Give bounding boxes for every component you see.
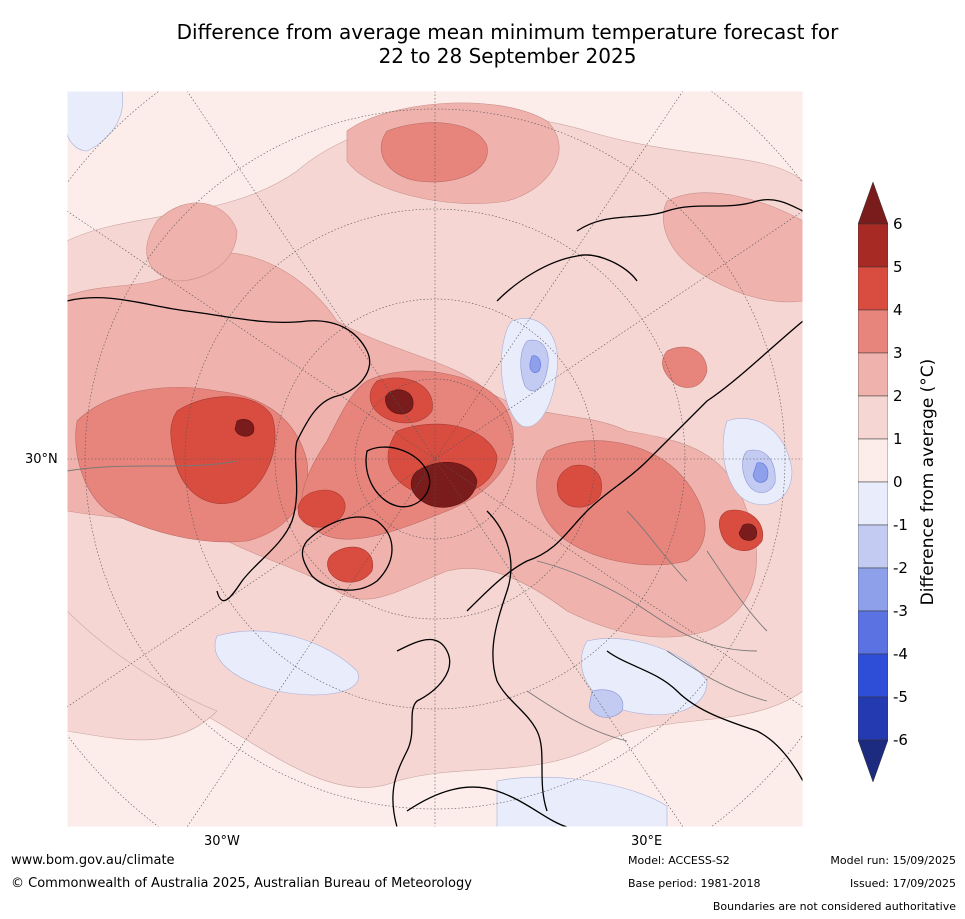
colorbar-segment [857,395,889,440]
colorbar-svg [857,181,889,783]
colorbar-tick-label: -2 [893,559,908,577]
footer-website[interactable]: www.bom.gov.au/climate [11,853,175,868]
colorbar-segment [857,696,889,741]
title-line-1: Difference from average mean minimum tem… [176,20,839,44]
coastlines [67,199,803,827]
footer-issued: Issued: 17/09/2025 [849,877,956,890]
lon-label-30w: 30°W [204,834,240,849]
footer-model: Model: ACCESS-S2 [628,854,730,867]
lon-label-30e: 30°E [631,834,663,849]
colorbar-tick-label: 3 [893,344,903,362]
colorbar-arrow-max [857,181,889,225]
colorbar [857,181,889,783]
colorbar-segment [857,309,889,354]
temperature-anomaly-map [67,91,803,827]
colorbar-title: Difference from average (°C) [918,358,938,606]
map-title: Difference from average mean minimum tem… [0,20,965,68]
footer-base-period: Base period: 1981-2018 [628,877,761,890]
colorbar-tick-label: -1 [893,516,908,534]
colorbar-tick-label: 4 [893,301,903,319]
colorbar-tick-label: -3 [893,602,908,620]
lat-label-30n: 30°N [25,452,58,467]
colorbar-tick-label: -6 [893,731,908,749]
graticule [67,91,803,827]
colorbar-tick-label: 6 [893,215,903,233]
map-canvas [67,91,803,827]
colorbar-tick-label: -4 [893,645,908,663]
anomaly-band-minus2-minus3 [529,355,769,483]
colorbar-segment [857,610,889,655]
colorbar-segment [857,438,889,483]
colorbar-tick-label: 0 [893,473,903,491]
colorbar-segment [857,653,889,698]
colorbar-arrow-min [857,739,889,783]
colorbar-tick-label: -5 [893,688,908,706]
colorbar-segment [857,524,889,569]
colorbar-segment [857,481,889,526]
colorbar-segment [857,223,889,268]
footer-boundaries: Boundaries are not considered authoritat… [712,900,956,913]
title-line-2: 22 to 28 September 2025 [378,44,637,68]
colorbar-segment [857,352,889,397]
colorbar-segment [857,266,889,311]
colorbar-tick-label: 5 [893,258,903,276]
colorbar-tick-label: 1 [893,430,903,448]
footer-copyright: © Commonwealth of Australia 2025, Austra… [11,876,472,891]
colorbar-tick-label: 2 [893,387,903,405]
country-borders [67,460,768,742]
colorbar-segment [857,567,889,612]
footer-model-run: Model run: 15/09/2025 [830,854,956,867]
